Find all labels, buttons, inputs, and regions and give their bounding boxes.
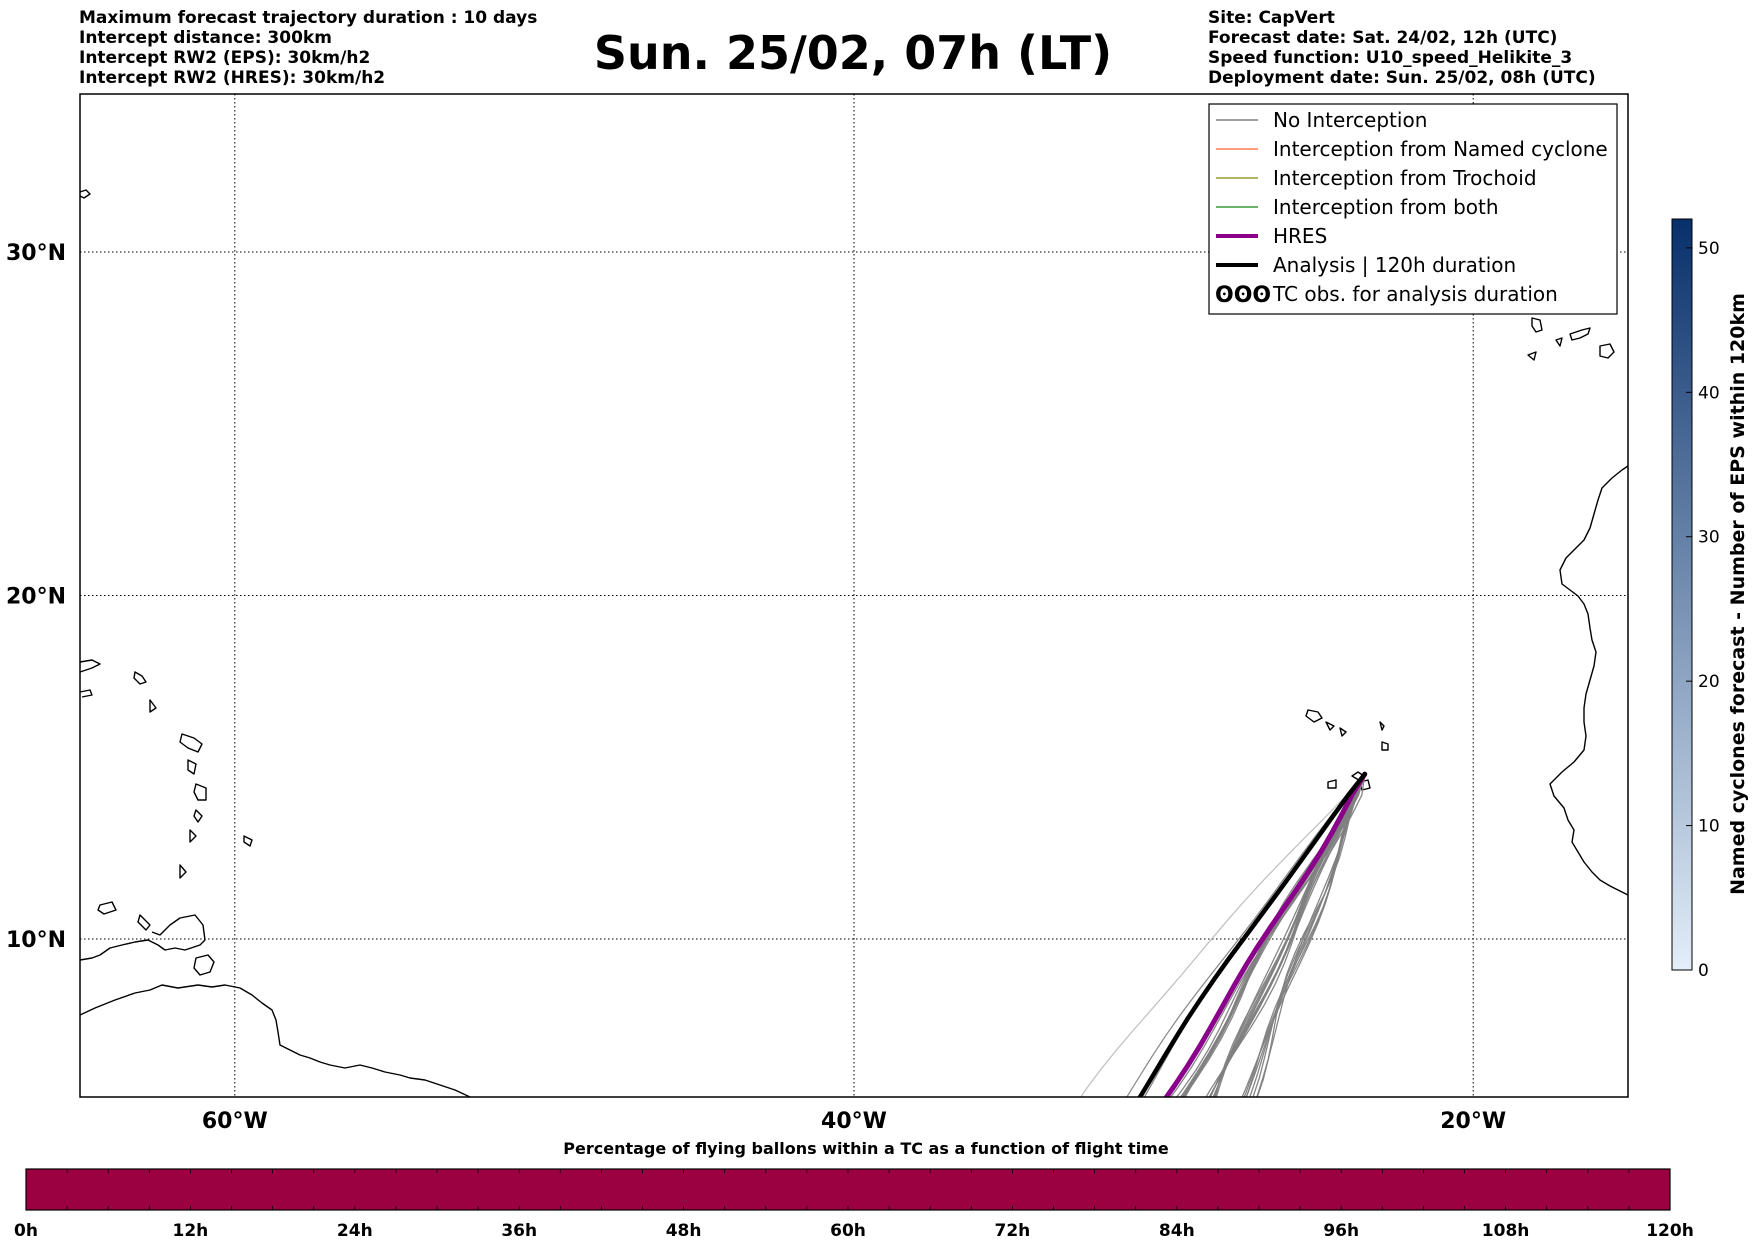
caribbean-island-2 <box>79 689 93 698</box>
colorbar-right-label: Named cyclones forecast - Number of EPS … <box>1727 293 1749 895</box>
colorbar-right-tick-label: 10 <box>1698 817 1720 837</box>
caribbean-island-12 <box>97 901 117 915</box>
caribbean-island-3 <box>133 671 147 685</box>
lon-tick-label: 40°W <box>821 1109 887 1134</box>
colorbar-bottom-tick-label: 96h <box>1323 1221 1359 1241</box>
colorbar-bottom-tick-label: 12h <box>173 1221 209 1241</box>
colorbar-right-tick-label: 30 <box>1698 528 1720 548</box>
eps-trajectory <box>1213 773 1366 1097</box>
canary-island-3 <box>1569 327 1591 341</box>
cape-verde-island-2 <box>1325 721 1335 731</box>
colorbar-right-tick-label: 0 <box>1698 961 1709 981</box>
deployment-date: Deployment date: Sun. 25/02, 08h (UTC) <box>1208 68 1596 88</box>
colorbar-bottom-tick-label: 36h <box>501 1221 537 1241</box>
colorbar-bottom-tick-label: 120h <box>1646 1221 1694 1241</box>
eps-trajectory <box>1256 773 1366 1097</box>
caribbean-island-7 <box>193 783 207 801</box>
colorbar-right-gradient <box>1671 218 1693 971</box>
page-title: Sun. 25/02, 07h (LT) <box>593 26 1113 80</box>
trajectories <box>1079 771 1368 1097</box>
cape-verde-island-3 <box>1339 727 1347 737</box>
lon-tick-label: 60°W <box>202 1109 268 1134</box>
legend: No Interception Interception from Named c… <box>1208 103 1618 315</box>
colorbar-bottom-tick-label: 108h <box>1482 1221 1530 1241</box>
max-trajectory-duration: Maximum forecast trajectory duration : 1… <box>79 8 538 28</box>
eps-trajectory <box>1256 773 1366 1097</box>
eps-trajectory <box>1079 773 1366 1097</box>
legend-label: Interception from Trochoid <box>1273 166 1537 190</box>
header-left-info: Maximum forecast trajectory duration : 1… <box>79 8 537 88</box>
colorbar-right-ticks: 0 10 20 30 40 50 <box>1686 239 1720 981</box>
legend-label: No Interception <box>1273 108 1427 132</box>
eps-trajectory <box>1212 773 1366 1097</box>
south-america-coast <box>79 984 471 1098</box>
colorbar-bottom-tick-label: 24h <box>337 1221 373 1241</box>
canary-island-4 <box>1599 343 1615 359</box>
map-frame <box>79 93 1629 1098</box>
legend-label: Interception from Named cyclone <box>1273 137 1608 161</box>
caribbean-island-1 <box>79 659 101 673</box>
caribbean-island-6 <box>187 759 197 775</box>
canary-island-1 <box>1531 317 1543 333</box>
cape-verde-island-7 <box>1327 779 1337 789</box>
caribbean-island-10 <box>243 835 253 847</box>
lat-tick-label: 10°N <box>6 928 66 953</box>
canary-island-5 <box>1527 351 1537 361</box>
colorbar-bottom-title: Percentage of flying ballons within a TC… <box>563 1139 1169 1158</box>
trinidad-island <box>193 954 215 976</box>
colorbar-bottom-tick-label: 0h <box>14 1221 38 1241</box>
intercept-rw2-hres: Intercept RW2 (HRES): 30km/h2 <box>79 68 386 88</box>
hres-trajectory <box>1163 771 1368 1097</box>
legend-label: TC obs. for analysis duration <box>1272 282 1558 306</box>
intercept-rw2-eps: Intercept RW2 (EPS): 30km/h2 <box>79 48 371 68</box>
caribbean-island-9 <box>189 829 197 843</box>
legend-label: Interception from both <box>1273 195 1499 219</box>
colorbar-bottom: Percentage of flying ballons within a TC… <box>14 1139 1694 1241</box>
lat-tick-label: 30°N <box>6 241 66 266</box>
eps-trajectory <box>1245 773 1366 1097</box>
caribbean-island-4 <box>149 699 157 713</box>
legend-tc-symbol: ʘʘʘ <box>1215 283 1271 308</box>
intercept-distance: Intercept distance: 300km <box>79 28 332 48</box>
caribbean-island-8 <box>193 809 203 823</box>
colorbar-bottom-tick-label: 60h <box>830 1221 866 1241</box>
caribbean-island-14 <box>79 189 91 199</box>
caribbean-island-11 <box>179 864 187 879</box>
colorbar-bottom-tick-label: 48h <box>666 1221 702 1241</box>
eps-trajectory <box>1126 773 1366 1097</box>
cape-verde-island-5 <box>1381 741 1389 751</box>
caribbean-island-13 <box>137 914 151 931</box>
africa-coast <box>1549 465 1629 896</box>
legend-box <box>1208 103 1618 315</box>
eps-trajectory <box>1215 773 1366 1097</box>
colorbar-right: 0 10 20 30 40 50 Named cyclones forecast - Nu… <box>1671 218 1749 981</box>
legend-label: Analysis | 120h duration <box>1273 253 1516 277</box>
cape-verde-island-1 <box>1305 709 1323 723</box>
legend-entries: No Interception Interception from Named c… <box>1215 108 1608 308</box>
lat-tick-label: 20°N <box>6 585 66 610</box>
colorbar-bottom-tick-label: 72h <box>995 1221 1031 1241</box>
header-right-info: Site: CapVert Forecast date: Sat. 24/02,… <box>1208 8 1596 88</box>
colorbar-right-tick-label: 40 <box>1698 383 1720 403</box>
speed-function: Speed function: U10_speed_Helikite_3 <box>1208 48 1573 68</box>
colorbar-bottom-tick-label: 84h <box>1159 1221 1195 1241</box>
venezuela-coast <box>79 914 206 961</box>
caribbean-island-5 <box>179 733 203 753</box>
colorbar-bottom-ticks: 0h 12h 24h 36h 48h 60h 72h 84h 96h 108h 120h <box>14 1169 1694 1241</box>
colorbar-bottom-fill <box>26 1169 1670 1210</box>
colorbar-right-tick-label: 50 <box>1698 239 1720 259</box>
coastlines <box>79 189 1629 1098</box>
canary-island-2 <box>1555 337 1563 347</box>
eps-trajectory <box>1205 773 1366 1097</box>
legend-label: HRES <box>1273 224 1327 248</box>
cape-verde-island-4 <box>1379 721 1385 731</box>
lon-tick-label: 20°W <box>1440 1109 1506 1134</box>
forecast-date: Forecast date: Sat. 24/02, 12h (UTC) <box>1208 28 1558 48</box>
colorbar-right-tick-label: 20 <box>1698 672 1720 692</box>
map-gridlines <box>80 94 1628 1097</box>
analysis-trajectory <box>1137 771 1368 1097</box>
site-label: Site: CapVert <box>1208 8 1335 28</box>
map-axis-ticks: 30°N 20°N 10°N 60°W 40°W 20°W <box>6 241 1506 1134</box>
